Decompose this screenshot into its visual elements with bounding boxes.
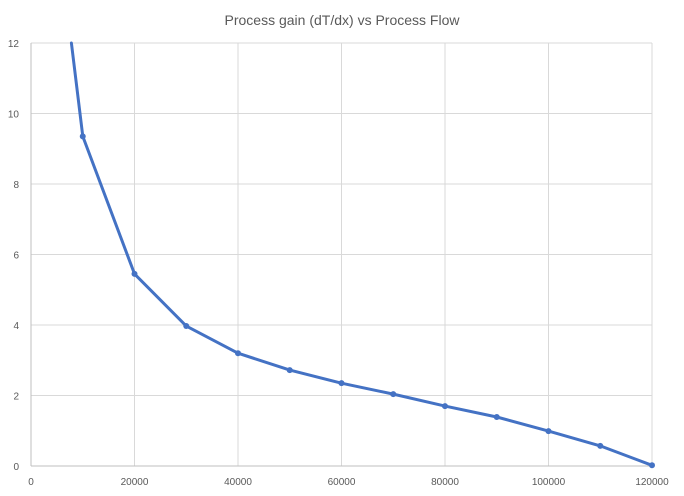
y-tick-label: 2 <box>13 392 19 403</box>
y-tick-label: 6 <box>13 251 19 262</box>
data-point <box>235 350 241 357</box>
gridlines <box>31 42 653 466</box>
data-point <box>545 428 552 435</box>
chart-title: Process gain (dT/dx) vs Process Flow <box>225 12 461 28</box>
x-tick-label: 120000 <box>635 477 669 488</box>
y-tick-label: 4 <box>13 321 19 332</box>
y-tick-label: 8 <box>13 180 19 191</box>
x-tick-label: 20000 <box>121 477 149 488</box>
data-point <box>338 380 345 387</box>
y-tick-label: 10 <box>8 110 20 121</box>
data-point <box>183 323 190 330</box>
axes <box>30 43 652 467</box>
x-tick-label: 0 <box>28 477 34 488</box>
data-point <box>442 403 448 410</box>
x-tick-label: 40000 <box>224 477 252 488</box>
data-point <box>493 414 500 421</box>
data-point <box>649 462 655 469</box>
series-layer <box>69 41 655 469</box>
tick-labels: 0 2 4 6 8 10 12 0 20000 40000 60000 80000 100000 1200… <box>8 39 669 488</box>
y-tick-label: 0 <box>13 462 19 473</box>
y-tick-label: 12 <box>8 39 20 50</box>
x-tick-label: 100000 <box>532 477 566 488</box>
data-point <box>390 391 397 398</box>
x-tick-label: 60000 <box>328 477 356 488</box>
data-point <box>597 442 604 449</box>
data-point <box>79 133 86 140</box>
data-point <box>131 270 138 277</box>
x-tick-label: 80000 <box>431 477 459 488</box>
data-point <box>286 367 293 374</box>
